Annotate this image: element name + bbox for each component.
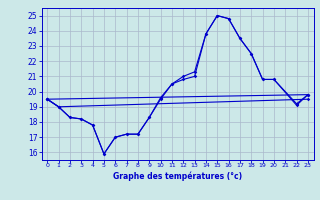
X-axis label: Graphe des températures (°c): Graphe des températures (°c) [113,171,242,181]
